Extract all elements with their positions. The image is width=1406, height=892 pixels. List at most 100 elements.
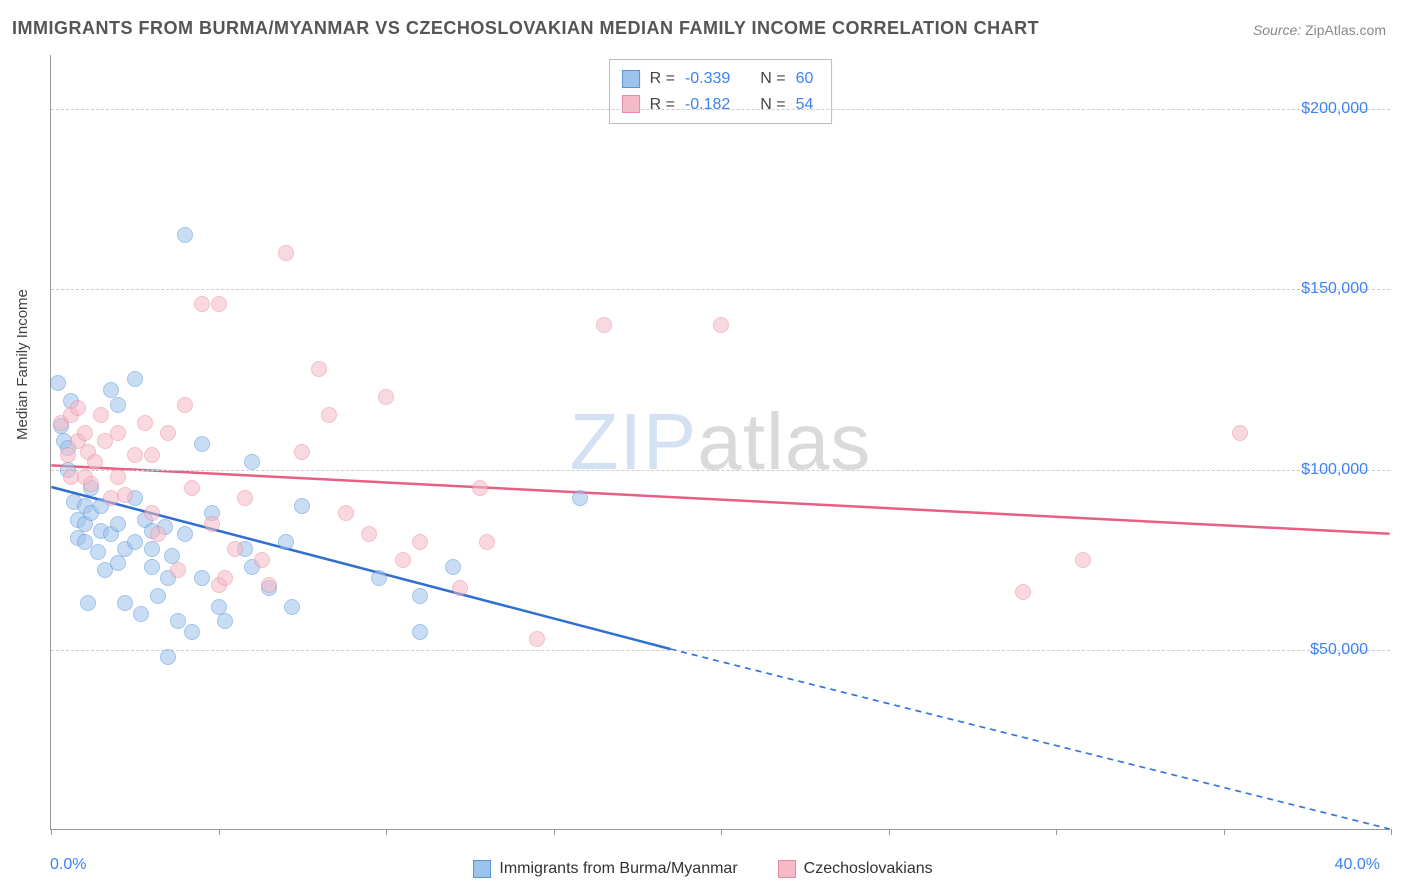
legend-swatch	[778, 860, 796, 878]
data-point	[194, 570, 210, 586]
series-legend-label: Czechoslovakians	[804, 860, 933, 878]
gridline-h	[51, 650, 1390, 651]
data-point	[237, 490, 253, 506]
source-attribution: Source: ZipAtlas.com	[1253, 22, 1386, 38]
gridline-h	[51, 289, 1390, 290]
data-point	[83, 476, 99, 492]
data-point	[117, 487, 133, 503]
data-point	[144, 447, 160, 463]
n-label: N =	[760, 92, 785, 118]
data-point	[144, 541, 160, 557]
data-point	[1015, 584, 1031, 600]
y-tick-label: $200,000	[1301, 100, 1368, 118]
correlation-legend-row: R = -0.339 N = 60	[622, 66, 814, 92]
data-point	[110, 397, 126, 413]
data-point	[294, 498, 310, 514]
gridline-h	[51, 109, 1390, 110]
chart-title: IMMIGRANTS FROM BURMA/MYANMAR VS CZECHOS…	[12, 18, 1039, 39]
data-point	[77, 425, 93, 441]
data-point	[361, 526, 377, 542]
data-point	[217, 570, 233, 586]
trend-lines-layer	[51, 55, 1390, 829]
data-point	[60, 447, 76, 463]
x-tick-mark	[51, 829, 52, 835]
data-point	[244, 454, 260, 470]
data-point	[110, 516, 126, 532]
data-point	[110, 425, 126, 441]
y-tick-label: $50,000	[1310, 641, 1368, 659]
data-point	[133, 606, 149, 622]
y-axis-label: Median Family Income	[14, 289, 31, 440]
x-tick-mark	[386, 829, 387, 835]
data-point	[184, 624, 200, 640]
legend-swatch	[622, 70, 640, 88]
data-point	[254, 552, 270, 568]
r-value: -0.182	[685, 92, 730, 118]
n-value: 54	[796, 92, 814, 118]
data-point	[378, 389, 394, 405]
data-point	[1232, 425, 1248, 441]
r-value: -0.339	[685, 66, 730, 92]
data-point	[204, 516, 220, 532]
data-point	[194, 436, 210, 452]
data-point	[170, 562, 186, 578]
data-point	[110, 555, 126, 571]
data-point	[150, 588, 166, 604]
data-point	[227, 541, 243, 557]
data-point	[211, 296, 227, 312]
source-label: Source:	[1253, 22, 1301, 38]
plot-area: ZIPatlas R =-0.339N =60R =-0.182N =54 $5…	[50, 55, 1390, 830]
data-point	[93, 407, 109, 423]
data-point	[110, 469, 126, 485]
legend-swatch	[622, 95, 640, 113]
n-label: N =	[760, 66, 785, 92]
data-point	[479, 534, 495, 550]
data-point	[137, 415, 153, 431]
data-point	[1075, 552, 1091, 568]
y-tick-label: $150,000	[1301, 280, 1368, 298]
data-point	[412, 534, 428, 550]
data-point	[144, 505, 160, 521]
data-point	[572, 490, 588, 506]
data-point	[144, 559, 160, 575]
data-point	[70, 400, 86, 416]
data-point	[596, 317, 612, 333]
data-point	[529, 631, 545, 647]
data-point	[713, 317, 729, 333]
data-point	[160, 425, 176, 441]
r-label: R =	[650, 66, 675, 92]
data-point	[452, 580, 468, 596]
source-value: ZipAtlas.com	[1305, 22, 1386, 38]
data-point	[194, 296, 210, 312]
data-point	[217, 613, 233, 629]
data-point	[284, 599, 300, 615]
x-tick-mark	[1056, 829, 1057, 835]
data-point	[338, 505, 354, 521]
data-point	[177, 227, 193, 243]
data-point	[127, 371, 143, 387]
data-point	[371, 570, 387, 586]
data-point	[278, 245, 294, 261]
data-point	[117, 595, 133, 611]
data-point	[90, 544, 106, 560]
r-label: R =	[650, 92, 675, 118]
data-point	[184, 480, 200, 496]
data-point	[87, 454, 103, 470]
data-point	[160, 649, 176, 665]
x-tick-mark	[554, 829, 555, 835]
correlation-legend: R = -0.339 N = 60 R = -0.182 N = 54	[609, 59, 833, 124]
x-tick-mark	[1391, 829, 1392, 835]
x-tick-mark	[721, 829, 722, 835]
trend-line-extrapolated	[670, 649, 1389, 829]
data-point	[412, 588, 428, 604]
legend-swatch	[473, 860, 491, 878]
n-value: 60	[796, 66, 814, 92]
x-tick-mark	[889, 829, 890, 835]
data-point	[177, 526, 193, 542]
series-legend-item: Czechoslovakians	[778, 860, 933, 878]
data-point	[177, 397, 193, 413]
x-tick-mark	[219, 829, 220, 835]
correlation-legend-row: R = -0.182 N = 54	[622, 92, 814, 118]
data-point	[472, 480, 488, 496]
data-point	[127, 534, 143, 550]
